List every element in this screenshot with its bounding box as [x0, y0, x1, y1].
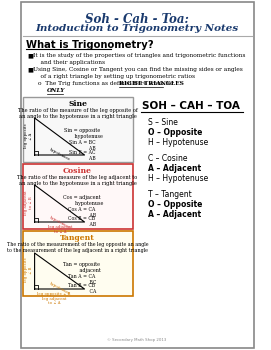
Text: A – Adjacent: A – Adjacent [149, 164, 202, 173]
Text: ONLY: ONLY [47, 88, 65, 93]
Text: Tan B = CB
               CA: Tan B = CB CA [67, 283, 96, 294]
Text: leg adjacent
to ∠ A: leg adjacent to ∠ A [48, 225, 72, 233]
Text: Tan A = CA
               BC: Tan A = CA BC [67, 274, 96, 285]
Text: The ratio of the measure of the leg adjacent to
an angle to the hypotenuse in a : The ratio of the measure of the leg adja… [17, 175, 138, 186]
Bar [23, 97, 133, 162]
Text: hypotenuse: hypotenuse [49, 281, 71, 295]
Text: A – Adjacent: A – Adjacent [149, 210, 202, 219]
Text: O – Opposite: O – Opposite [149, 200, 203, 209]
Text: leg opposite ∠ B
leg adjacent
to ∠ A: leg opposite ∠ B leg adjacent to ∠ A [37, 292, 70, 305]
Text: ■: ■ [28, 53, 33, 58]
Text: Cos = adjacent
          hypotenuse: Cos = adjacent hypotenuse [60, 195, 104, 206]
Text: What is Trigonometry?: What is Trigonometry? [26, 40, 153, 50]
Text: hypotenuse: hypotenuse [49, 147, 71, 161]
Text: The ratio of the measurement of the leg opposite an angle
to the measurement of : The ratio of the measurement of the leg … [7, 242, 148, 253]
Text: O – Opposite: O – Opposite [149, 128, 203, 137]
Bar [23, 164, 133, 229]
Bar [23, 231, 133, 296]
Text: The ratio of the measure of the leg opposite of
an angle to the hypotenuse in a : The ratio of the measure of the leg oppo… [18, 108, 137, 119]
Text: o  The Trig functions as defined here work for: o The Trig functions as defined here wor… [38, 81, 176, 86]
Text: Cos B = CB
               AB: Cos B = CB AB [67, 216, 96, 227]
Text: Cos A = CA
               AB: Cos A = CA AB [67, 207, 96, 218]
Text: leg adjacent
to ∠ B: leg adjacent to ∠ B [24, 191, 33, 215]
Text: © Secondary Math Shop 2013: © Secondary Math Shop 2013 [107, 338, 167, 342]
Text: H – Hypotenuse: H – Hypotenuse [149, 174, 209, 183]
Text: T – Tangent: T – Tangent [149, 190, 192, 199]
Text: Sin A = BC
              AB: Sin A = BC AB [68, 140, 96, 151]
Text: Cosine: Cosine [63, 167, 92, 175]
Text: S – Sine: S – Sine [149, 118, 178, 127]
Text: It is the study of the properties of triangles and trigonometric functions
    a: It is the study of the properties of tri… [33, 53, 245, 65]
Text: Using Sine, Cosine or Tangent you can find the missing sides or angles
    of a : Using Sine, Cosine or Tangent you can fi… [33, 67, 243, 79]
Text: leg opposite
∠ A: leg opposite ∠ A [24, 124, 33, 148]
Text: H – Hypotenuse: H – Hypotenuse [149, 138, 209, 147]
Text: Intoduction to Trigonometry Notes: Intoduction to Trigonometry Notes [36, 24, 239, 33]
Text: ■: ■ [28, 67, 33, 72]
Text: Soh - Cah - Toa:: Soh - Cah - Toa: [85, 13, 189, 26]
Text: Sine: Sine [68, 100, 87, 108]
Text: Tangent: Tangent [60, 234, 95, 242]
Text: leg opposite
∠ B: leg opposite ∠ B [24, 258, 33, 282]
Text: Sin B = AC
              AB: Sin B = AC AB [68, 150, 96, 161]
Text: Sin = opposite
         hypotenuse: Sin = opposite hypotenuse [61, 128, 103, 139]
Text: SOH – CAH – TOA: SOH – CAH – TOA [143, 101, 240, 111]
Text: RIGHT TRIANGLES: RIGHT TRIANGLES [119, 81, 183, 86]
Text: C – Cosine: C – Cosine [149, 154, 188, 163]
Text: Tan = opposite
           adjacent: Tan = opposite adjacent [63, 262, 101, 273]
Text: hypotenuse: hypotenuse [49, 215, 71, 229]
